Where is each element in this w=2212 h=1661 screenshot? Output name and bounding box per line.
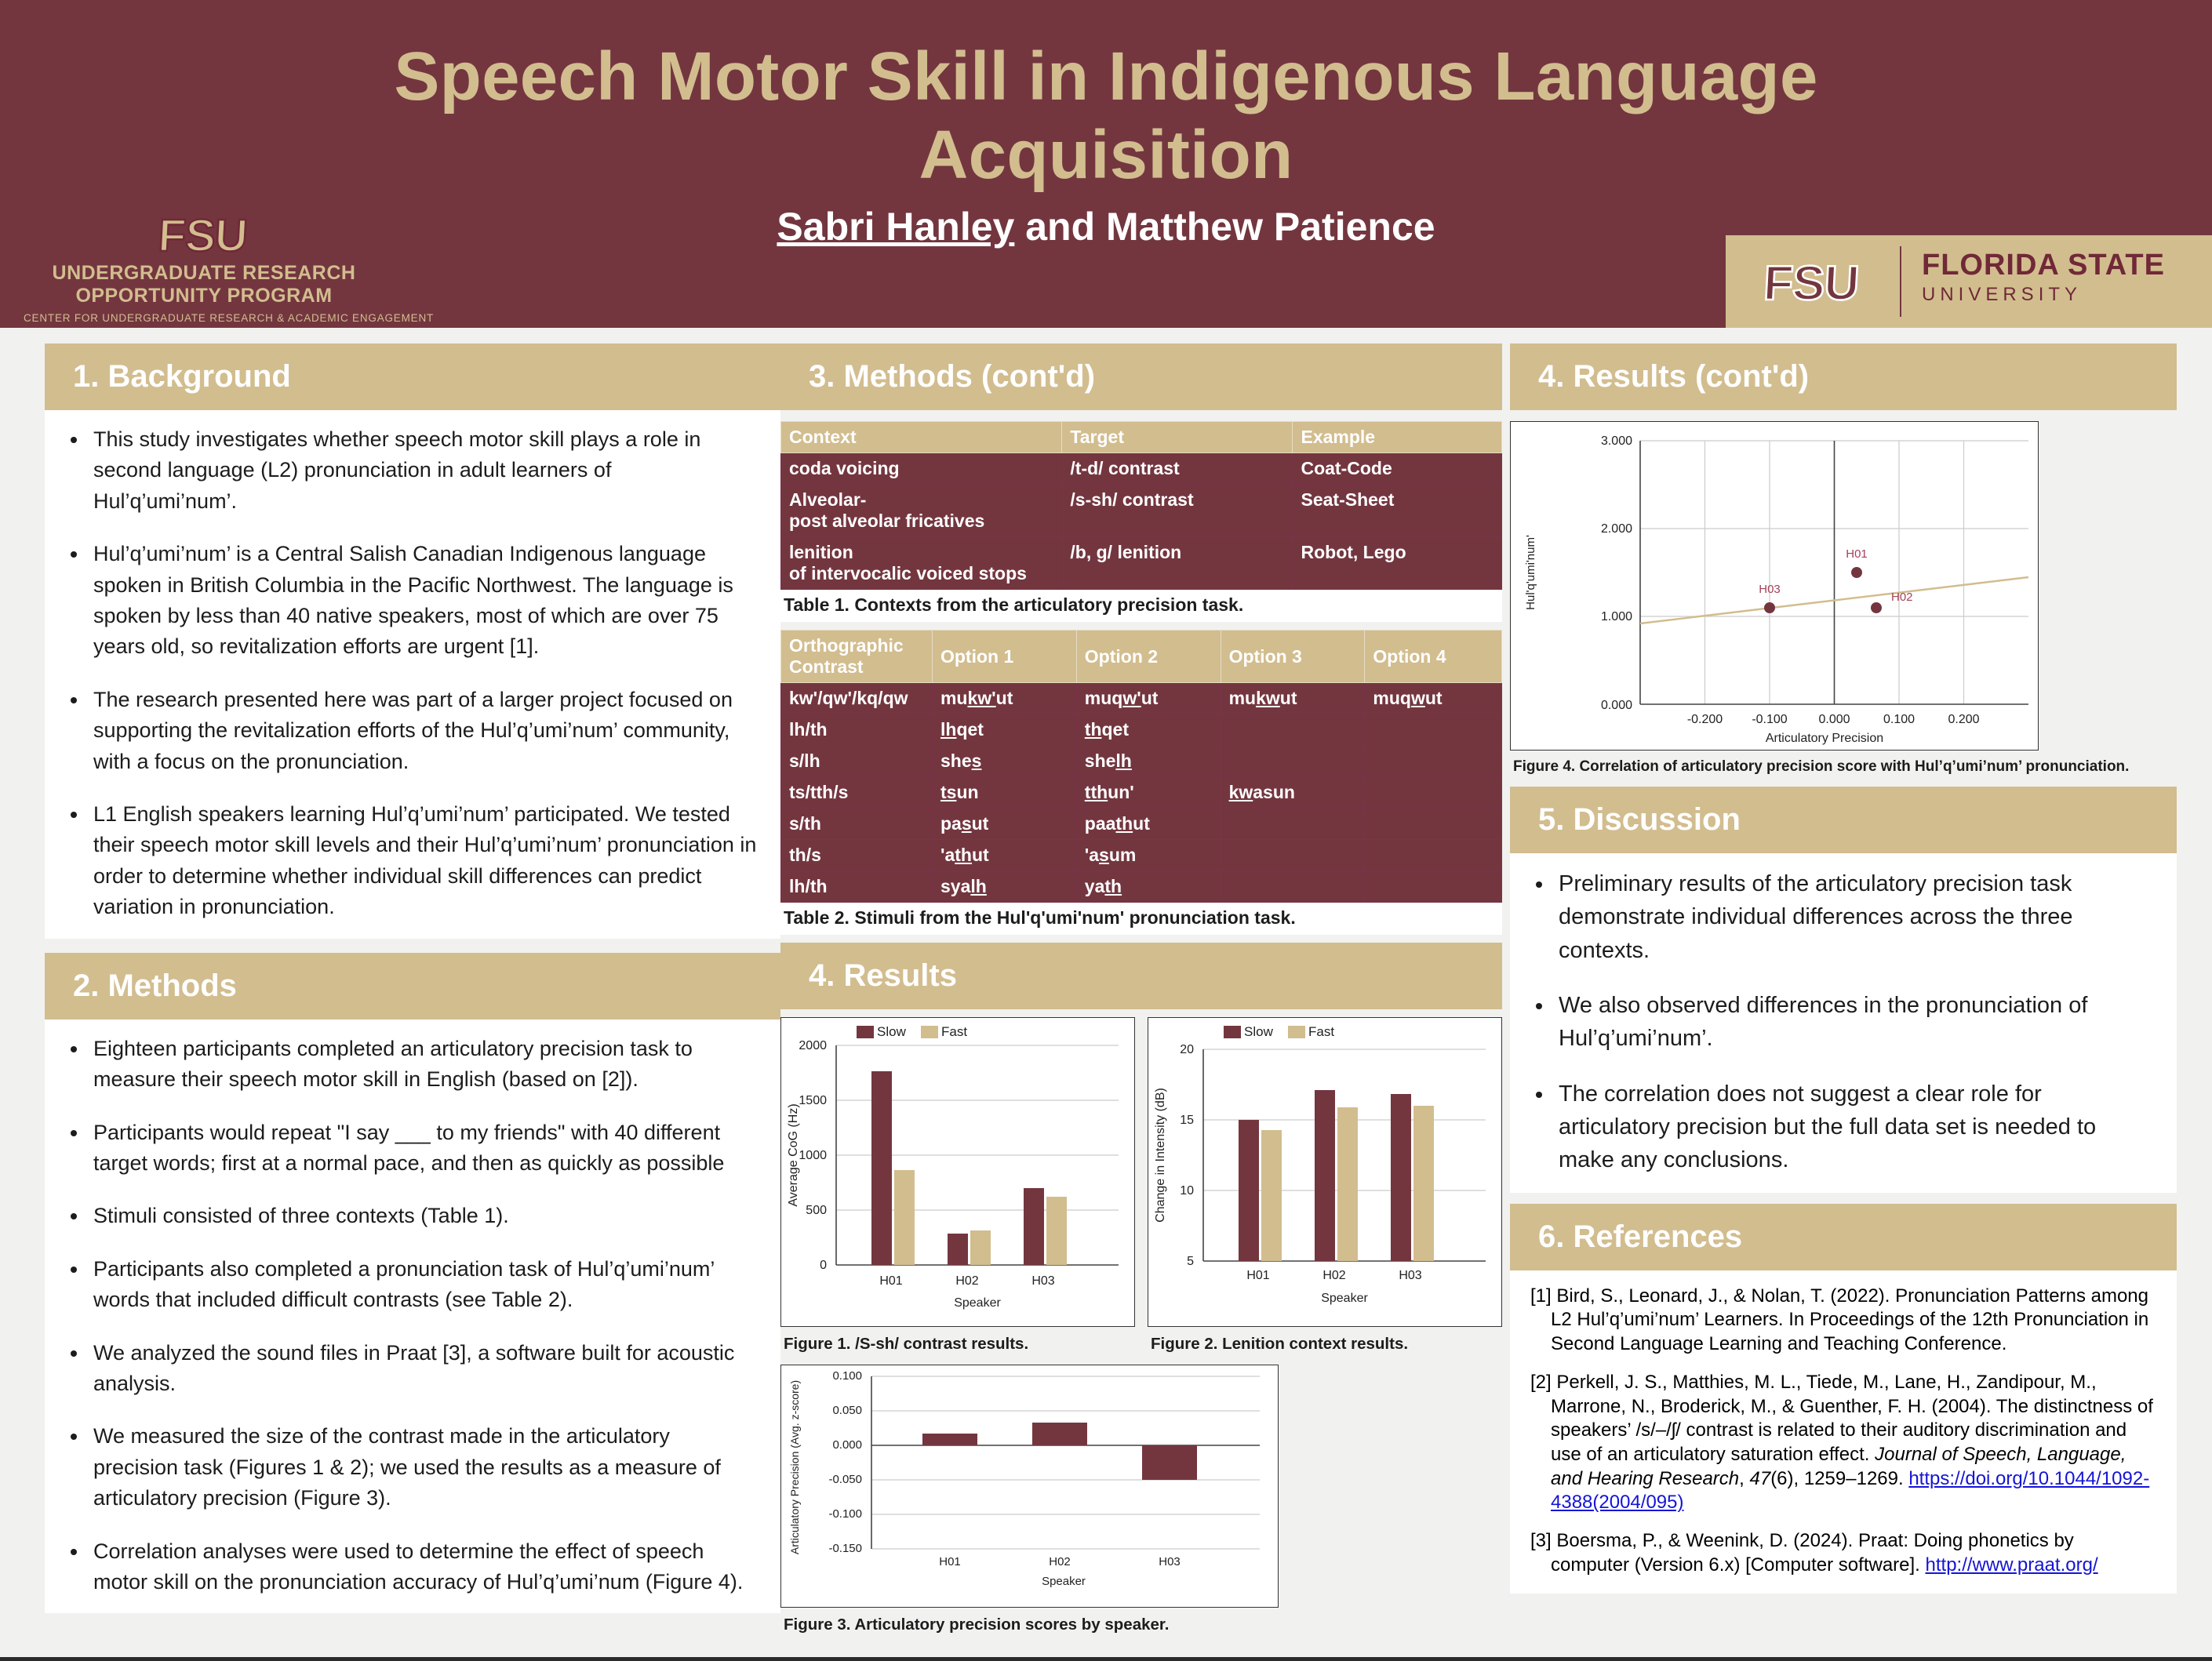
svg-text:-0.150: -0.150	[828, 1542, 862, 1555]
svg-text:0.100: 0.100	[832, 1369, 862, 1383]
svg-text:-0.100: -0.100	[828, 1507, 862, 1521]
svg-text:5: 5	[1187, 1255, 1194, 1268]
svg-text:2000: 2000	[799, 1039, 827, 1052]
svg-text:FSU: FSU	[157, 210, 248, 260]
svg-text:-0.200: -0.200	[1687, 713, 1723, 726]
svg-text:3.000: 3.000	[1601, 434, 1632, 448]
svg-text:-0.100: -0.100	[1752, 713, 1787, 726]
svg-text:FSU: FSU	[1763, 256, 1861, 311]
svg-text:0.200: 0.200	[1948, 713, 1979, 726]
svg-text:H03: H03	[1759, 583, 1781, 596]
svg-text:0.000: 0.000	[1818, 713, 1850, 726]
svg-text:-0.050: -0.050	[828, 1473, 862, 1486]
svg-text:H01: H01	[879, 1274, 902, 1288]
svg-text:H03: H03	[1159, 1555, 1181, 1568]
svg-text:Speaker: Speaker	[1321, 1292, 1368, 1305]
svg-text:0.100: 0.100	[1883, 713, 1915, 726]
svg-text:H01: H01	[1846, 547, 1868, 561]
svg-text:Average CoG (Hz): Average CoG (Hz)	[787, 1103, 800, 1206]
svg-text:1000: 1000	[799, 1149, 827, 1162]
svg-text:H01: H01	[1246, 1269, 1269, 1282]
svg-text:2.000: 2.000	[1601, 522, 1632, 536]
svg-text:1500: 1500	[799, 1094, 827, 1107]
svg-text:0.050: 0.050	[832, 1404, 862, 1417]
svg-text:20: 20	[1180, 1043, 1194, 1056]
svg-text:Speaker: Speaker	[954, 1296, 1001, 1310]
svg-text:0.000: 0.000	[1601, 699, 1632, 712]
svg-text:Articulatory Precision (Avg. z: Articulatory Precision (Avg. z-score)	[788, 1380, 801, 1554]
svg-text:500: 500	[806, 1204, 827, 1217]
svg-text:H02: H02	[955, 1274, 978, 1288]
svg-text:Speaker: Speaker	[1042, 1575, 1086, 1588]
svg-text:H03: H03	[1031, 1274, 1054, 1288]
svg-text:0: 0	[820, 1259, 827, 1272]
svg-text:Slow: Slow	[877, 1024, 907, 1039]
svg-text:Hul'q'umi'num': Hul'q'umi'num'	[1524, 535, 1537, 610]
svg-text:15: 15	[1180, 1114, 1194, 1127]
svg-text:Fast: Fast	[941, 1024, 967, 1039]
svg-text:Change in Intensity (dB): Change in Intensity (dB)	[1154, 1088, 1167, 1223]
svg-text:0.000: 0.000	[832, 1438, 862, 1452]
svg-text:Articulatory Precision: Articulatory Precision	[1766, 732, 1883, 745]
svg-text:H02: H02	[1049, 1555, 1071, 1568]
svg-text:Fast: Fast	[1308, 1024, 1334, 1039]
svg-text:Slow: Slow	[1244, 1024, 1274, 1039]
svg-text:H03: H03	[1399, 1269, 1421, 1282]
svg-text:H01: H01	[939, 1555, 961, 1568]
svg-text:10: 10	[1180, 1184, 1194, 1198]
svg-text:1.000: 1.000	[1601, 610, 1632, 623]
svg-text:H02: H02	[1322, 1269, 1345, 1282]
svg-text:H02: H02	[1891, 591, 1913, 604]
